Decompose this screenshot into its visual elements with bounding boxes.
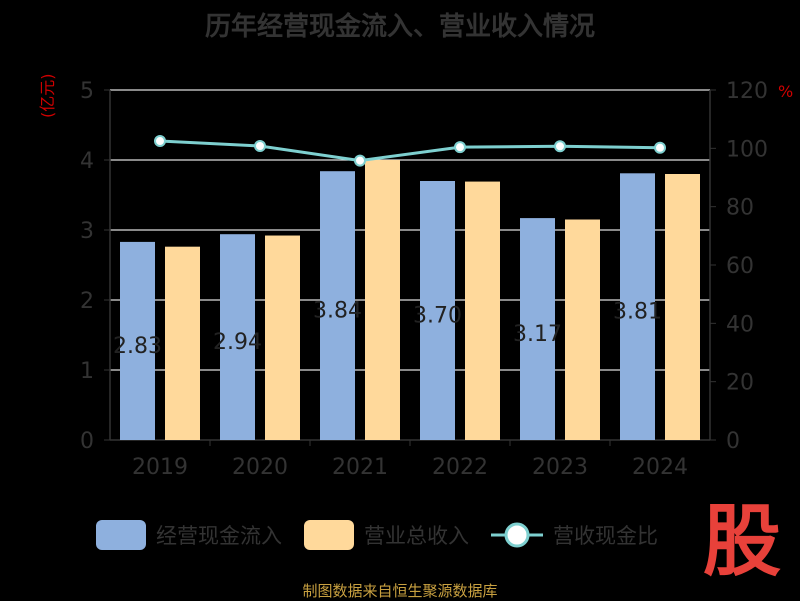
y2-tick-label: 100 — [726, 137, 768, 162]
ratio-point — [454, 141, 466, 154]
y-tick-label: 4 — [80, 149, 94, 174]
legend-label-cash-inflow: 经营现金流入 — [156, 524, 282, 548]
right-axis-unit: % — [778, 82, 794, 101]
x-tick-label: 2023 — [532, 455, 588, 480]
bar-cash-inflow — [320, 171, 355, 440]
chart-title: 历年经营现金流入、营业收入情况 — [204, 12, 595, 42]
y-tick-label: 2 — [80, 289, 94, 314]
ratio-point — [154, 135, 166, 148]
bar-data-label: 2.94 — [213, 330, 262, 355]
ratio-point — [254, 140, 266, 152]
logo-mark: 股 — [702, 497, 781, 587]
x-tick-label: 2020 — [232, 455, 288, 480]
bar-data-label: 3.70 — [413, 304, 462, 329]
bar-data-label: 3.81 — [613, 300, 662, 325]
ratio-line — [159, 139, 661, 163]
source-note: 制图数据来自恒生聚源数据库 — [302, 582, 498, 600]
bar-revenue-overlay — [165, 246, 200, 440]
bar-revenue-overlay — [565, 219, 600, 440]
legend-item-cash-inflow[interactable]: 经营现金流入 — [96, 520, 282, 550]
ratio-point — [554, 140, 566, 153]
bar-cash-inflow — [620, 173, 655, 441]
bar-revenue-overlay — [665, 174, 700, 440]
legend-swatch-cash-inflow — [96, 520, 146, 550]
x-tick-label: 2022 — [432, 455, 488, 480]
bar-cash-inflow — [220, 234, 255, 440]
legend-swatch-ratio — [491, 522, 543, 548]
bar-revenue-overlay — [265, 235, 300, 440]
x-tick-label: 2021 — [332, 455, 388, 480]
bar-cash-inflow — [520, 218, 555, 440]
y2-tick-label: 40 — [726, 312, 754, 337]
bar-data-label: 3.84 — [313, 299, 362, 324]
legend-swatch-revenue — [304, 520, 354, 550]
y2-tick-label: 80 — [726, 196, 754, 221]
y-tick-label: 1 — [80, 359, 94, 384]
y-tick-label: 5 — [80, 79, 94, 104]
x-tick-label: 2019 — [132, 455, 188, 480]
bar-data-label: 3.17 — [513, 322, 562, 347]
y2-tick-label: 20 — [726, 371, 754, 396]
y-tick-label: 3 — [80, 219, 94, 244]
y2-tick-label: 60 — [726, 254, 754, 279]
y2-tick-label: 0 — [726, 429, 740, 454]
legend-label-revenue: 营业总收入 — [364, 524, 469, 548]
bar-cash-inflow — [420, 181, 455, 440]
bar-revenue-overlay — [465, 181, 500, 440]
bar-cash-inflow — [120, 241, 155, 440]
legend: 经营现金流入 营业总收入 营收现金比 — [96, 518, 680, 552]
ratio-point — [354, 154, 366, 167]
y-tick-label: 0 — [80, 429, 94, 454]
bar-data-label: 2.83 — [113, 334, 162, 359]
ratio-point — [654, 141, 666, 154]
x-tick-label: 2024 — [632, 455, 688, 480]
y2-tick-label: 120 — [726, 79, 768, 104]
legend-item-revenue[interactable]: 营业总收入 — [304, 520, 469, 550]
legend-label-ratio: 营收现金比 — [553, 524, 658, 548]
legend-item-ratio[interactable]: 营收现金比 — [491, 520, 658, 550]
bar-revenue-overlay — [365, 160, 400, 440]
